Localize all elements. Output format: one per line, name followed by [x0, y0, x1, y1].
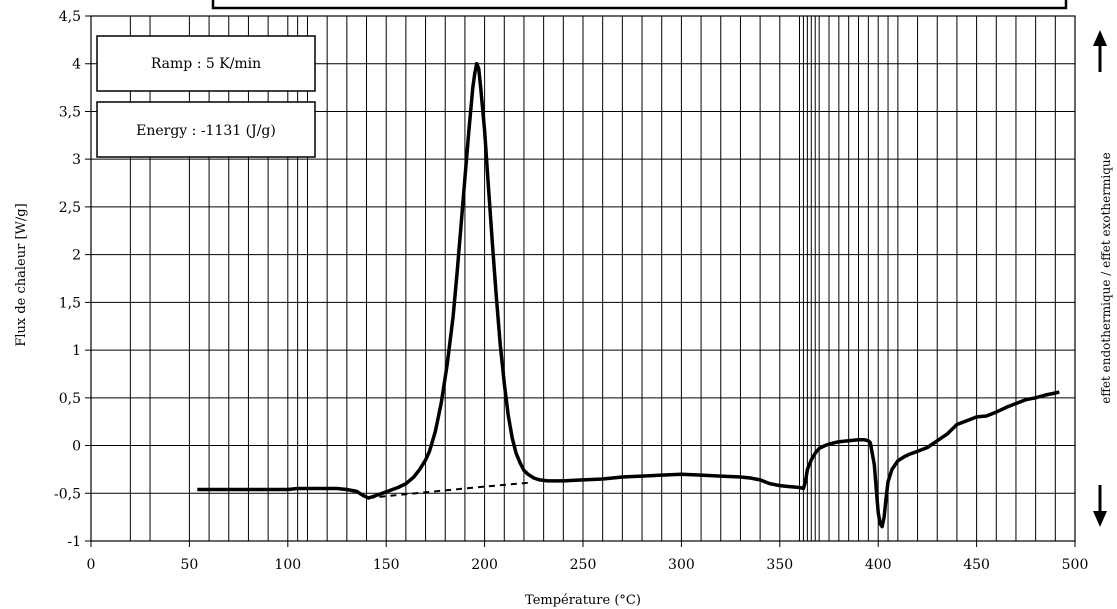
y-tick-label: -1: [67, 534, 81, 550]
y-tick-label: 0,5: [59, 391, 81, 407]
y-tick-label: 4: [72, 57, 81, 73]
x-tick-label: 150: [373, 557, 400, 573]
baseline-dashed-series: [368, 481, 528, 499]
x-tick-label: 0: [87, 557, 96, 573]
x-tick-label: 450: [963, 557, 990, 573]
vertical-gridlines: [129, 16, 1056, 541]
y-tick-label: 1,5: [59, 295, 81, 311]
y-tick-label: 0: [72, 439, 81, 455]
y-tick-label: -0,5: [54, 486, 81, 502]
y-axis-title: Flux de chaleur [W/g]: [14, 203, 29, 346]
energy-annotation: Energy : -1131 (J/g): [136, 123, 276, 139]
x-tick-label: 500: [1062, 557, 1089, 573]
y-tick-labels: -1 -0,5 0 0,5 1 1,5 2 2,5 3 3,5 4 4,5: [54, 9, 81, 550]
horizontal-gridlines: [85, 15, 1075, 542]
x-tick-label: 100: [274, 557, 301, 573]
x-tick-label: 200: [471, 557, 498, 573]
x-tick-label: 250: [570, 557, 597, 573]
y-tick-label: 2,5: [59, 200, 81, 216]
y-tick-label: 3: [72, 152, 81, 168]
y-tick-label: 2: [72, 248, 81, 264]
arrow-down-icon: [1093, 485, 1107, 527]
ramp-annotation: Ramp : 5 K/min: [151, 56, 261, 72]
top-frame-box: [211, 0, 1068, 10]
x-axis-title: Température (°C): [525, 593, 641, 608]
x-tick-label: 300: [668, 557, 695, 573]
y-tick-label: 4,5: [59, 9, 81, 25]
y-tick-label: 1: [72, 343, 81, 359]
x-tick-label: 400: [865, 557, 892, 573]
ramp-annotation-box: [96, 35, 316, 92]
heat-flow-series: [197, 61, 1060, 529]
x-tick-label: 350: [766, 557, 793, 573]
energy-annotation-box: [96, 101, 316, 158]
arrow-up-icon: [1093, 30, 1107, 72]
y-tick-label: 3,5: [59, 104, 81, 120]
x-tick-label: 50: [180, 557, 198, 573]
right-axis-label: effet endothermique / effet exothermique: [1099, 152, 1113, 403]
x-tick-labels: 0 50 100 150 200 250 300 350 400 450 500: [87, 541, 1089, 573]
